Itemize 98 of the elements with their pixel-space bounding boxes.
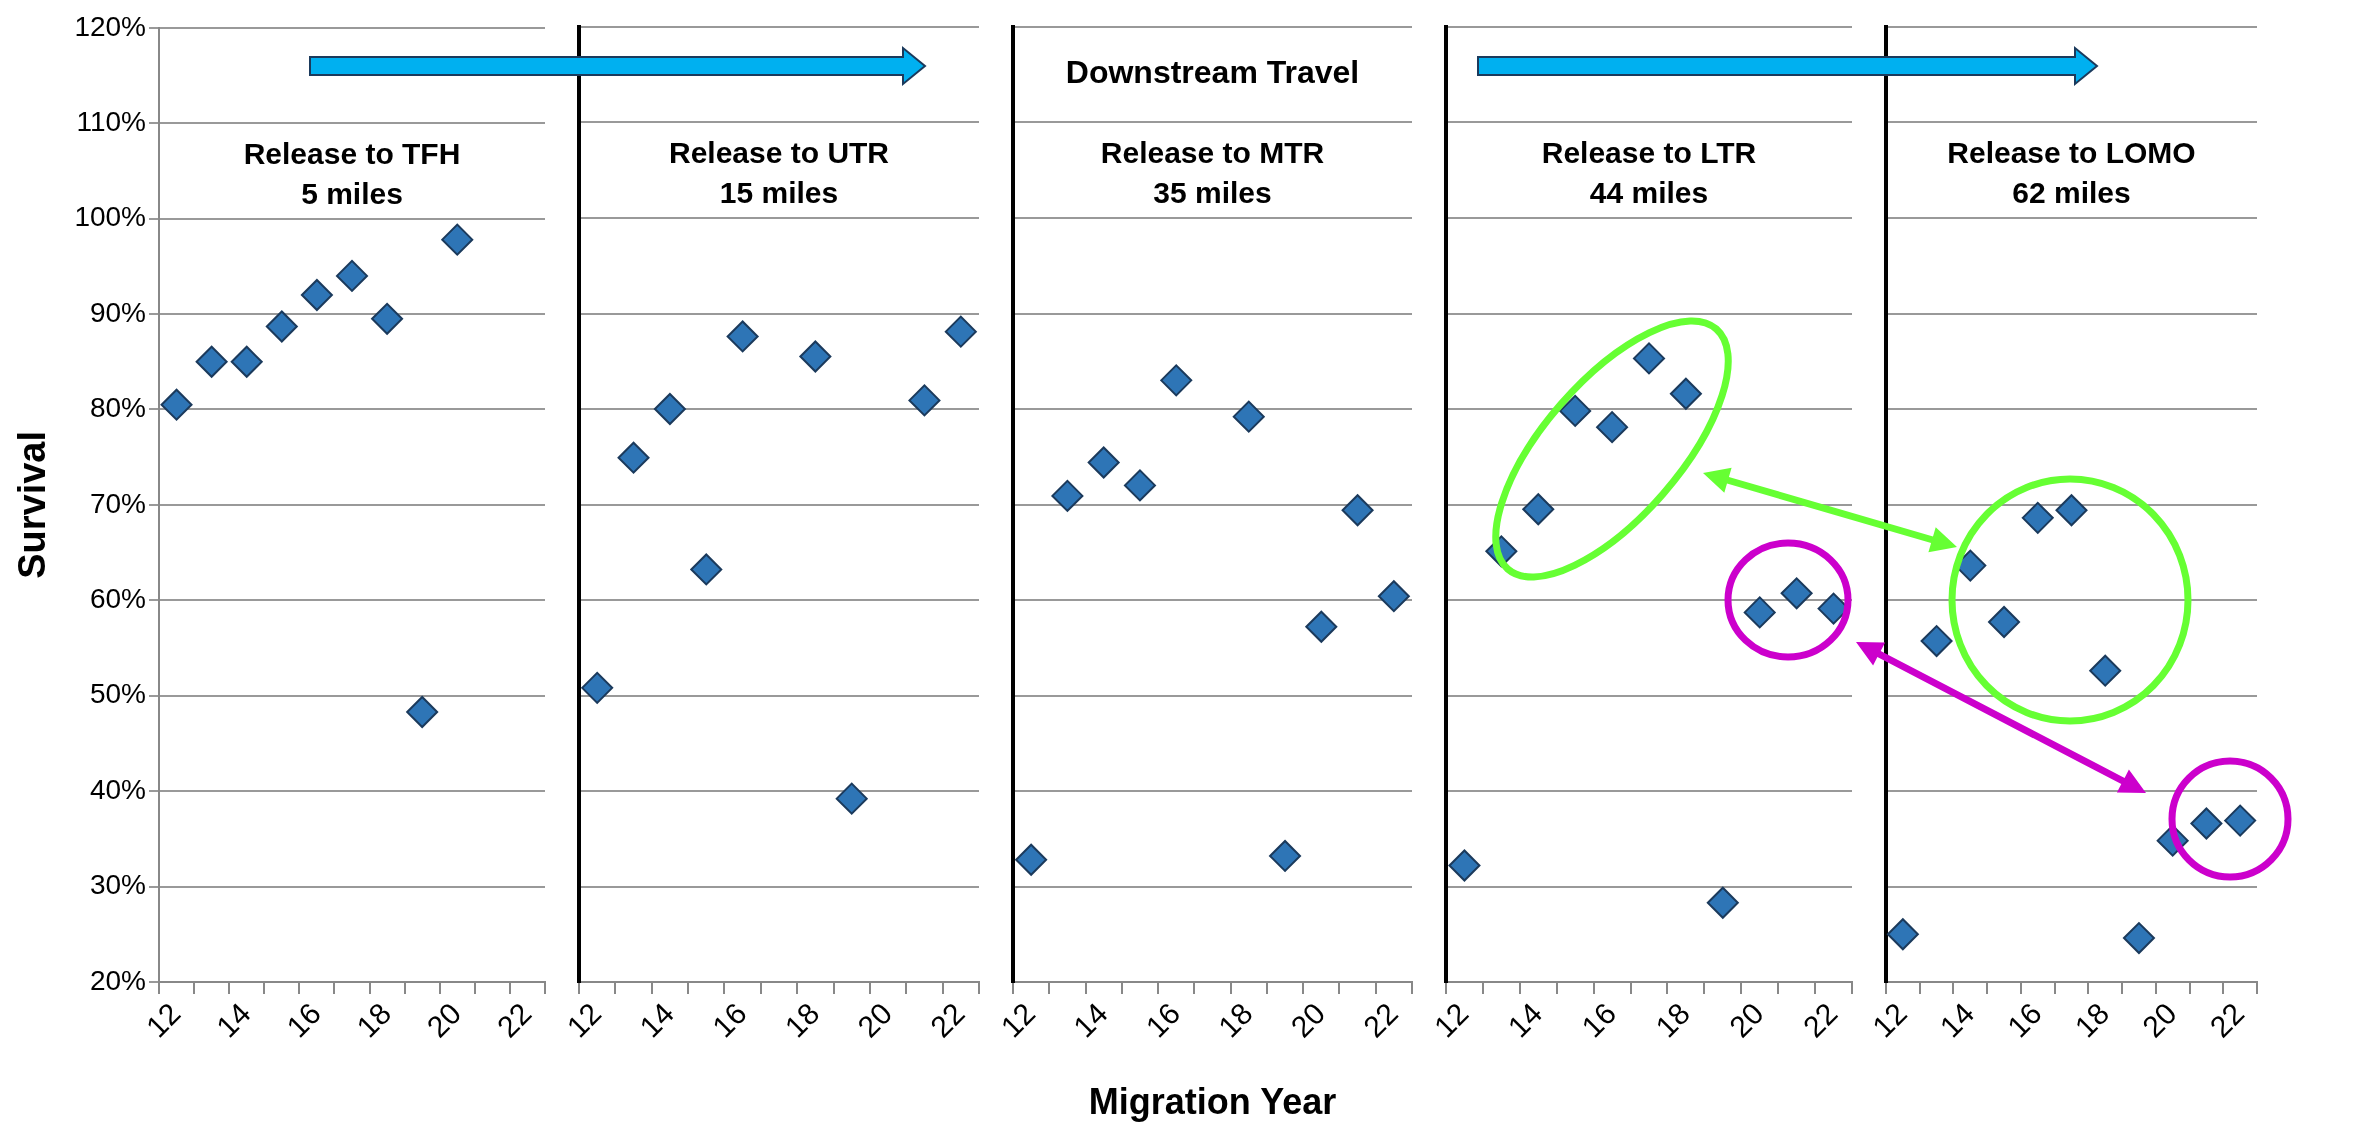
- text: Release to UTR: [668, 136, 890, 170]
- point: [336, 259, 368, 292]
- point: [1596, 411, 1629, 444]
- x-tick-label: 22: [1796, 996, 1844, 1044]
- point: [1087, 446, 1120, 479]
- y-axis-title: Survival: [11, 430, 54, 579]
- x-tick-label: 22: [1357, 996, 1404, 1044]
- x-tick-label: 14: [209, 996, 257, 1044]
- point: [1522, 493, 1555, 526]
- point: [1305, 610, 1338, 643]
- x-tick-label: 20: [420, 996, 468, 1044]
- point: [2122, 922, 2155, 955]
- y-tick-label: 50%: [89, 678, 146, 710]
- point: [265, 310, 298, 343]
- point: [1559, 394, 1592, 427]
- point: [1269, 839, 1302, 872]
- point: [726, 320, 759, 353]
- text: Release to MTR: [1100, 136, 1325, 170]
- point: [1669, 377, 1702, 410]
- point: [406, 695, 439, 728]
- x-axis-title: Migration Year: [1088, 1081, 1337, 1123]
- x-tick-label: 16: [280, 996, 327, 1044]
- point: [944, 315, 977, 348]
- y-tick-label: 20%: [89, 964, 146, 996]
- point: [690, 553, 723, 586]
- annotation: Downstream Travel: [1065, 53, 1360, 90]
- point: [300, 278, 333, 311]
- y-tick-label: 120%: [74, 10, 146, 42]
- point: [617, 441, 650, 474]
- point: [2089, 654, 2122, 687]
- point: [1743, 596, 1776, 629]
- point: [581, 671, 614, 704]
- x-tick-label: 18: [1649, 996, 1696, 1044]
- x-tick-label: 14: [633, 996, 680, 1044]
- point: [195, 345, 228, 378]
- point: [2055, 494, 2088, 527]
- point: [441, 223, 474, 256]
- point: [1920, 625, 1953, 658]
- point: [1051, 479, 1084, 512]
- point: [2021, 501, 2054, 534]
- y-tick-label: 90%: [89, 296, 146, 328]
- point: [230, 345, 263, 378]
- x-tick-label: 12: [560, 996, 608, 1044]
- x-tick-label: 22: [923, 996, 971, 1044]
- x-tick-label: 20: [851, 996, 899, 1044]
- point: [1377, 580, 1410, 613]
- text: 44 miles: [1589, 176, 1709, 210]
- x-tick-label: 12: [139, 996, 187, 1044]
- point: [371, 302, 404, 335]
- y-tick-label: 100%: [74, 201, 146, 233]
- y-tick-label: 60%: [89, 583, 146, 615]
- point: [1633, 342, 1665, 375]
- point: [1232, 400, 1265, 433]
- y-tick-label: 40%: [89, 773, 146, 805]
- x-tick-label: 16: [2000, 996, 2048, 1044]
- x-tick-label: 12: [1866, 996, 1913, 1044]
- x-tick-label: 22: [2203, 996, 2251, 1044]
- text: 62 miles: [2012, 176, 2131, 210]
- point: [1448, 849, 1481, 882]
- x-tick-label: 14: [1066, 996, 1114, 1044]
- y-tick-label: 110%: [76, 105, 146, 137]
- point: [1160, 364, 1193, 397]
- x-tick-label: 18: [1211, 996, 1259, 1044]
- point: [1886, 918, 1919, 951]
- point: [1123, 469, 1156, 502]
- x-tick-label: 20: [1722, 996, 1770, 1044]
- point: [1988, 605, 2021, 638]
- x-tick-label: 14: [1933, 996, 1981, 1044]
- x-tick-label: 18: [2068, 996, 2116, 1044]
- point: [1341, 494, 1374, 527]
- point: [908, 384, 941, 417]
- text: 15 miles: [719, 176, 839, 210]
- point: [2190, 807, 2223, 840]
- text: 5 miles: [301, 177, 403, 211]
- x-tick-label: 16: [1575, 996, 1623, 1044]
- point: [835, 782, 868, 815]
- text: Release to TFH: [243, 137, 461, 171]
- y-tick-label: 80%: [89, 392, 146, 424]
- text: 35 miles: [1153, 176, 1272, 210]
- y-tick-label: 70%: [89, 487, 146, 519]
- point: [1015, 843, 1048, 876]
- text: Release to LOMO: [1947, 136, 2196, 170]
- point: [799, 340, 832, 373]
- point: [160, 388, 193, 421]
- x-tick-label: 16: [1139, 996, 1187, 1044]
- x-tick-label: 20: [1284, 996, 1332, 1044]
- point: [653, 393, 686, 425]
- x-tick-label: 18: [350, 996, 398, 1044]
- x-tick-label: 18: [778, 996, 826, 1044]
- x-tick-label: 16: [705, 996, 753, 1044]
- x-tick-label: 22: [490, 996, 538, 1044]
- y-tick-label: 30%: [89, 869, 146, 901]
- x-tick-label: 12: [994, 996, 1042, 1044]
- x-tick-label: 12: [1427, 996, 1475, 1044]
- x-tick-label: 20: [2135, 996, 2183, 1044]
- text: Release to LTR: [1541, 136, 1757, 170]
- x-tick-label: 14: [1501, 996, 1549, 1044]
- point: [1706, 886, 1739, 919]
